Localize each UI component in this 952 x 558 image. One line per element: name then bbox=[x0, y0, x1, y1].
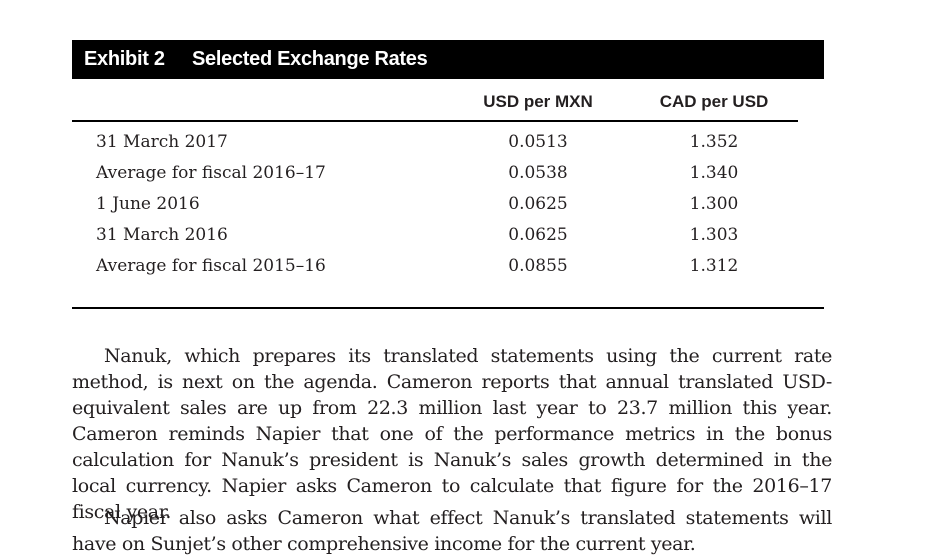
row-label: Average for fiscal 2016–17 bbox=[96, 163, 326, 183]
exhibit-number: Exhibit 2 bbox=[84, 48, 165, 70]
row-label: Average for fiscal 2015–16 bbox=[96, 256, 326, 276]
table-header-rule bbox=[72, 120, 798, 122]
column-header-usd-per-mxn: USD per MXN bbox=[483, 92, 593, 111]
table-row: Average for fiscal 2015–16 0.0855 1.312 bbox=[0, 256, 952, 286]
body-paragraph: Nanuk, which prepares its translated sta… bbox=[72, 345, 832, 523]
row-label: 31 March 2017 bbox=[96, 132, 228, 152]
table-row: 31 March 2016 0.0625 1.303 bbox=[0, 225, 952, 255]
column-header-cad-per-usd: CAD per USD bbox=[659, 92, 769, 111]
table-row: 31 March 2017 0.0513 1.352 bbox=[0, 132, 952, 162]
cad-per-usd-value: 1.352 bbox=[689, 132, 739, 152]
usd-per-mxn-value: 0.0513 bbox=[508, 132, 568, 152]
cad-per-usd-value: 1.300 bbox=[689, 194, 739, 214]
usd-per-mxn-value: 0.0625 bbox=[508, 194, 568, 214]
usd-per-mxn-value: 0.0538 bbox=[508, 163, 568, 183]
row-label: 1 June 2016 bbox=[96, 194, 200, 214]
table-bottom-rule bbox=[72, 307, 824, 309]
table-row: Average for fiscal 2016–17 0.0538 1.340 bbox=[0, 163, 952, 193]
exhibit-title: Selected Exchange Rates bbox=[192, 48, 428, 70]
row-label: 31 March 2016 bbox=[96, 225, 228, 245]
cad-per-usd-value: 1.303 bbox=[689, 225, 739, 245]
exhibit-header: Exhibit 2 Selected Exchange Rates bbox=[72, 40, 824, 79]
usd-per-mxn-value: 0.0625 bbox=[508, 225, 568, 245]
cad-per-usd-value: 1.312 bbox=[689, 256, 739, 276]
usd-per-mxn-value: 0.0855 bbox=[508, 256, 568, 276]
cad-per-usd-value: 1.340 bbox=[689, 163, 739, 183]
table-row: 1 June 2016 0.0625 1.300 bbox=[0, 194, 952, 224]
body-paragraph: Napier also asks Cameron what effect Nan… bbox=[72, 507, 832, 555]
